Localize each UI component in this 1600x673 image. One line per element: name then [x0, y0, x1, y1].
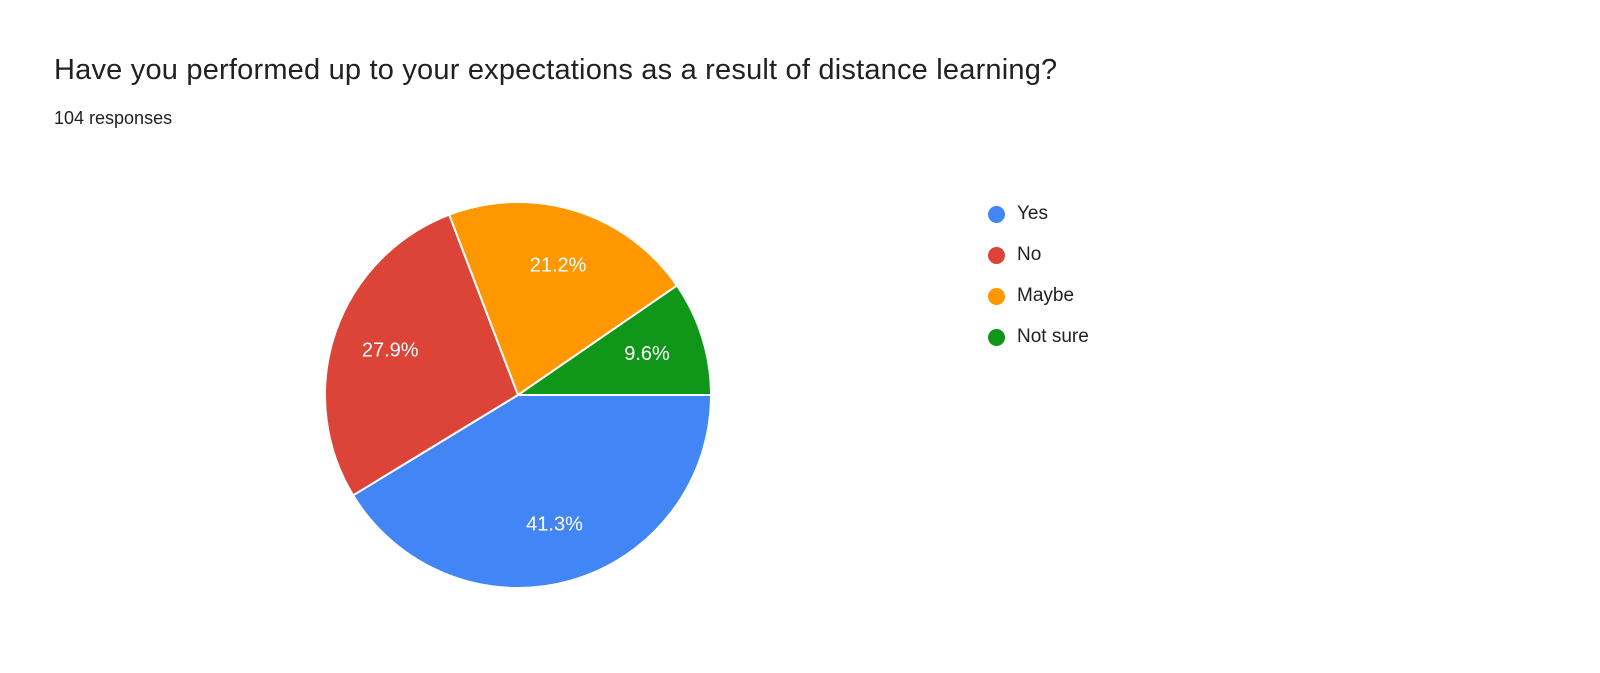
legend-swatch-no [988, 246, 1005, 264]
legend-item-yes: Yes [988, 202, 1089, 226]
pie-slice-label-not-sure: 9.6% [624, 343, 670, 365]
legend-item-not-sure: Not sure [988, 325, 1089, 349]
legend-label-not-sure: Not sure [1017, 326, 1089, 347]
pie-slice-label-no: 27.9% [362, 339, 419, 361]
legend-item-maybe: Maybe [988, 284, 1089, 308]
pie-slice-label-maybe: 21.2% [530, 254, 587, 276]
pie-slice-no[interactable] [324, 213, 519, 497]
legend-label-maybe: Maybe [1017, 285, 1075, 306]
response-count: 104 responses [54, 108, 173, 128]
legend-label-no: No [1017, 244, 1042, 265]
question-title: Have you performed up to your expectatio… [54, 54, 1058, 86]
legend-swatch-not-sure [988, 328, 1005, 346]
legend-item-no: No [988, 243, 1089, 267]
pie-slice-not-sure[interactable] [517, 284, 712, 396]
pie-chart-container: 41.3% 27.9% 21.2% 9.6% [318, 195, 718, 595]
legend-label-yes: Yes [1017, 203, 1048, 224]
legend-swatch-maybe [988, 287, 1005, 305]
pie-slice-label-yes: 41.3% [526, 513, 583, 535]
pie-slice-maybe[interactable] [448, 201, 678, 396]
pie-slice-yes[interactable] [352, 394, 712, 589]
chart-legend: Yes No Maybe Not sure [988, 202, 1089, 349]
pie-chart: 41.3% 27.9% 21.2% 9.6% [324, 201, 712, 589]
legend-swatch-yes [988, 205, 1005, 223]
